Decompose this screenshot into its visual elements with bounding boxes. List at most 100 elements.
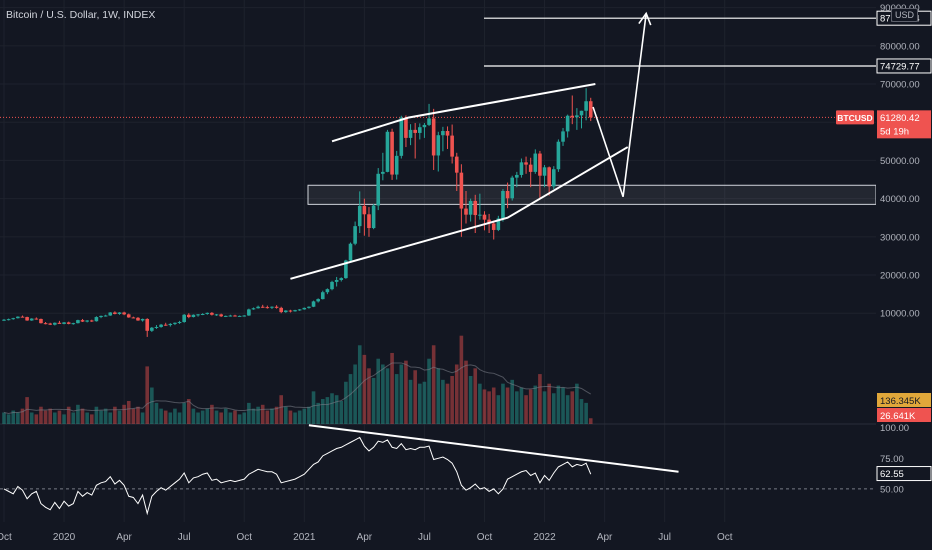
volume-bar	[510, 379, 514, 424]
time-tick-label: Jul	[658, 532, 671, 543]
volume-bar	[538, 374, 542, 424]
volume-bar	[136, 406, 140, 424]
candle-body	[418, 127, 422, 133]
volume-bar	[279, 395, 283, 424]
volume-bar	[325, 397, 330, 424]
volume-bar	[163, 410, 168, 424]
candle-body	[450, 135, 454, 157]
candle-body	[381, 171, 385, 174]
volume-bar	[561, 387, 565, 424]
volume-bar	[200, 410, 205, 424]
candle-body	[34, 318, 39, 320]
volume-bar	[108, 412, 113, 424]
volume-bar	[159, 408, 163, 424]
volume-bar	[348, 374, 353, 424]
candle-body	[196, 314, 200, 316]
candle-body	[515, 174, 519, 178]
candle-body	[501, 190, 505, 219]
volume-bar	[547, 383, 551, 424]
currency-badge[interactable]: USD	[890, 8, 918, 22]
volume-bar	[247, 402, 251, 424]
volume-bar	[25, 397, 29, 424]
volume-ma-label: 136.345K	[880, 396, 921, 407]
volume-bar	[588, 418, 593, 424]
candle-body	[247, 309, 251, 316]
candle-body	[80, 320, 85, 322]
candle-body	[385, 131, 390, 172]
volume-bar	[205, 408, 210, 424]
rsi-divergence-line	[308, 424, 679, 473]
price-axis-panel	[876, 0, 932, 550]
volume-bar	[187, 399, 191, 424]
candle-body	[57, 322, 62, 324]
candle-body	[551, 169, 556, 187]
candle-body	[325, 289, 330, 293]
price-tick-label: 80000.00	[880, 41, 920, 52]
volume-bar	[584, 402, 588, 424]
price-tick-label: 40000.00	[880, 194, 920, 205]
candle-body	[6, 319, 11, 321]
volume-bar	[445, 383, 450, 424]
volume-bar	[293, 412, 297, 424]
volume-bar	[168, 412, 173, 424]
volume-bar	[501, 383, 505, 424]
candle-body	[66, 322, 71, 324]
candle-body	[163, 324, 168, 326]
support-zone-rect	[307, 184, 877, 205]
volume-bar	[94, 406, 99, 424]
candle-body	[117, 312, 122, 314]
candle-body	[284, 310, 288, 313]
candle-body	[399, 117, 404, 156]
volume-bar	[468, 376, 473, 424]
candle-body	[427, 118, 431, 125]
volume-bar	[48, 408, 52, 424]
drawing-tools-layer[interactable]	[290, 11, 652, 280]
candle-body	[547, 167, 551, 187]
candle-body	[293, 310, 297, 312]
time-tick-label: Jul	[178, 532, 191, 543]
candle-body	[85, 320, 89, 322]
candle-body	[556, 141, 561, 170]
candle-body	[242, 315, 247, 317]
volume-bar	[62, 414, 66, 424]
volume-bar	[330, 393, 334, 424]
candle-body	[579, 110, 584, 116]
candle-body	[445, 131, 450, 136]
candle-body	[103, 315, 108, 317]
volume-bar	[297, 410, 302, 424]
volume-bar	[436, 368, 441, 424]
candle-body	[223, 315, 228, 317]
volume-bar	[34, 414, 39, 424]
candle-body	[478, 214, 482, 216]
candle-body	[11, 318, 16, 320]
candle-body	[320, 292, 325, 300]
volume-bar	[140, 412, 145, 424]
volume-bar	[145, 366, 150, 424]
volume-bar	[126, 400, 131, 424]
candle-body	[575, 115, 579, 118]
volume-bar	[214, 410, 219, 424]
volume-bar	[427, 358, 431, 424]
time-tick-label: 2022	[533, 532, 556, 543]
candle-body	[205, 312, 210, 314]
volume-bar	[228, 412, 233, 424]
volume-bar	[154, 402, 159, 424]
volume-bar	[551, 393, 556, 424]
volume-bar	[454, 364, 459, 424]
candle-body	[48, 323, 52, 325]
level-price-label: 74729.77	[880, 61, 920, 72]
candle-body	[173, 322, 177, 324]
volume-ma-tag	[877, 393, 931, 407]
volume-bar	[487, 391, 491, 424]
candle-body	[108, 312, 113, 316]
time-tick-label: Apr	[597, 532, 613, 543]
volume-bar	[99, 410, 103, 424]
volume-bar	[390, 352, 394, 424]
candle-body	[362, 205, 367, 215]
candle-body	[510, 177, 514, 199]
candle-body	[316, 299, 320, 302]
time-tick-label: 2021	[293, 532, 316, 543]
candle-body	[524, 162, 528, 165]
time-tick-label: Apr	[116, 532, 132, 543]
